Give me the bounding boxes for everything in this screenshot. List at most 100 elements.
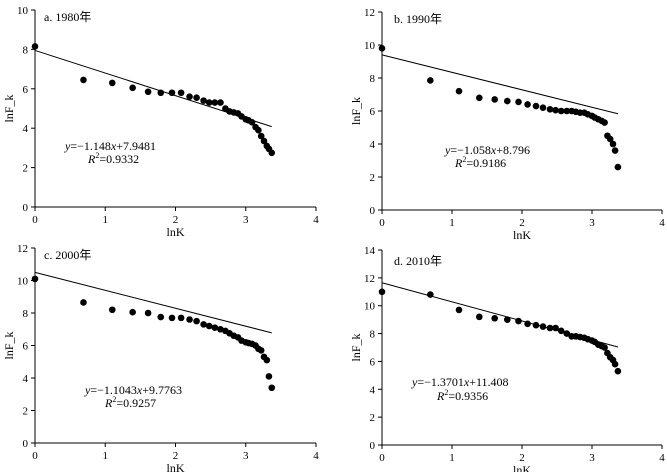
data-point	[563, 330, 571, 337]
data-point	[614, 163, 622, 171]
data-point	[557, 327, 565, 335]
data-point	[532, 102, 540, 110]
y-tick-label: 12	[17, 243, 28, 255]
data-point	[200, 97, 207, 104]
data-point	[515, 317, 522, 325]
x-tick-label: 1	[103, 450, 109, 462]
data-point	[80, 76, 87, 84]
x-tick-label: 4	[313, 450, 319, 462]
data-point	[80, 299, 87, 306]
data-point	[552, 324, 559, 332]
y-tick-label: 2	[23, 406, 29, 418]
data-point	[168, 89, 176, 97]
data-point	[217, 99, 224, 106]
data-point	[268, 149, 276, 157]
r-squared-label: R2=0.9186	[454, 155, 506, 170]
data-point	[557, 107, 565, 115]
data-point	[193, 317, 200, 325]
y-tick-label: 0	[370, 205, 376, 217]
data-point	[265, 373, 273, 380]
y-axis-label: lnF_k	[2, 94, 16, 122]
y-tick-label: 0	[370, 440, 376, 452]
data-point	[193, 94, 200, 101]
data-point	[108, 306, 116, 314]
y-tick-label: 0	[23, 438, 29, 450]
y-tick-label: 10	[17, 276, 29, 288]
data-point	[157, 89, 165, 97]
x-tick-label: 2	[173, 214, 179, 226]
data-point	[476, 94, 483, 102]
x-tick-label: 0	[32, 450, 38, 462]
data-point	[205, 99, 213, 106]
x-tick-label: 2	[173, 450, 179, 462]
data-point	[491, 96, 499, 103]
y-tick-label: 12	[364, 273, 375, 285]
x-tick-label: 1	[103, 214, 109, 226]
x-tick-label: 4	[659, 217, 665, 229]
y-tick-label: 8	[23, 308, 29, 320]
data-point	[257, 132, 265, 140]
data-point	[609, 140, 617, 148]
x-axis-label: lnK	[513, 463, 531, 472]
x-tick-label: 3	[589, 452, 595, 464]
data-point	[200, 321, 207, 328]
data-point	[248, 118, 256, 126]
y-axis-label: lnF_k	[349, 97, 363, 125]
data-point	[211, 99, 219, 106]
data-point	[504, 316, 511, 323]
x-tick-label: 0	[379, 217, 385, 229]
data-point	[455, 87, 463, 95]
x-axis-label: lnK	[513, 228, 531, 242]
panel-title: a. 1980年	[44, 10, 91, 24]
x-axis-label: lnK	[167, 225, 185, 239]
data-point	[539, 104, 547, 111]
data-point	[614, 367, 622, 375]
data-point	[455, 306, 463, 314]
y-tick-label: 6	[370, 106, 376, 118]
data-point	[31, 43, 39, 50]
y-tick-label: 8	[23, 44, 29, 56]
data-point	[129, 308, 136, 316]
data-point	[378, 288, 386, 296]
y-tick-label: 10	[17, 5, 29, 17]
y-tick-label: 10	[364, 40, 376, 52]
data-point	[186, 316, 193, 323]
data-point	[168, 314, 176, 322]
data-point	[427, 291, 434, 298]
y-tick-label: 12	[364, 7, 375, 19]
data-point	[129, 84, 136, 92]
data-point	[524, 101, 531, 108]
data-point	[255, 126, 262, 134]
trend-line	[34, 271, 272, 334]
x-tick-label: 1	[449, 217, 455, 229]
chart-panel: 0 1 2 3 4 0 2 4 6 8 10 lnK lnF_k a. 1980年 y=−1.148x+7.…	[2, 5, 319, 239]
data-point	[611, 360, 619, 368]
data-point	[177, 89, 185, 97]
data-point	[186, 93, 193, 100]
x-tick-label: 0	[32, 214, 38, 226]
y-tick-label: 6	[23, 341, 29, 353]
x-tick-label: 3	[589, 217, 595, 229]
data-point	[611, 147, 619, 154]
y-tick-label: 14	[364, 245, 376, 257]
y-tick-label: 4	[23, 373, 29, 385]
data-point	[260, 137, 268, 145]
data-point	[539, 323, 547, 330]
data-point	[524, 320, 531, 328]
data-point	[491, 314, 499, 322]
y-tick-label: 4	[23, 123, 29, 135]
regression-equation: y=−1.058x+8.796	[444, 143, 530, 157]
regression-equation: y=−1.1043x+9.7763	[84, 383, 182, 397]
r-squared-label: R2=0.9257	[104, 395, 156, 410]
data-point	[504, 97, 511, 105]
x-tick-label: 2	[519, 217, 525, 229]
x-tick-label: 1	[449, 452, 455, 464]
x-tick-label: 4	[313, 214, 319, 226]
panel-title: b. 1990年	[394, 12, 442, 26]
y-axis-label: lnF_k	[2, 331, 16, 359]
y-tick-label: 8	[370, 73, 376, 85]
data-point	[552, 106, 559, 114]
r-squared-label: R2=0.9356	[436, 388, 488, 403]
